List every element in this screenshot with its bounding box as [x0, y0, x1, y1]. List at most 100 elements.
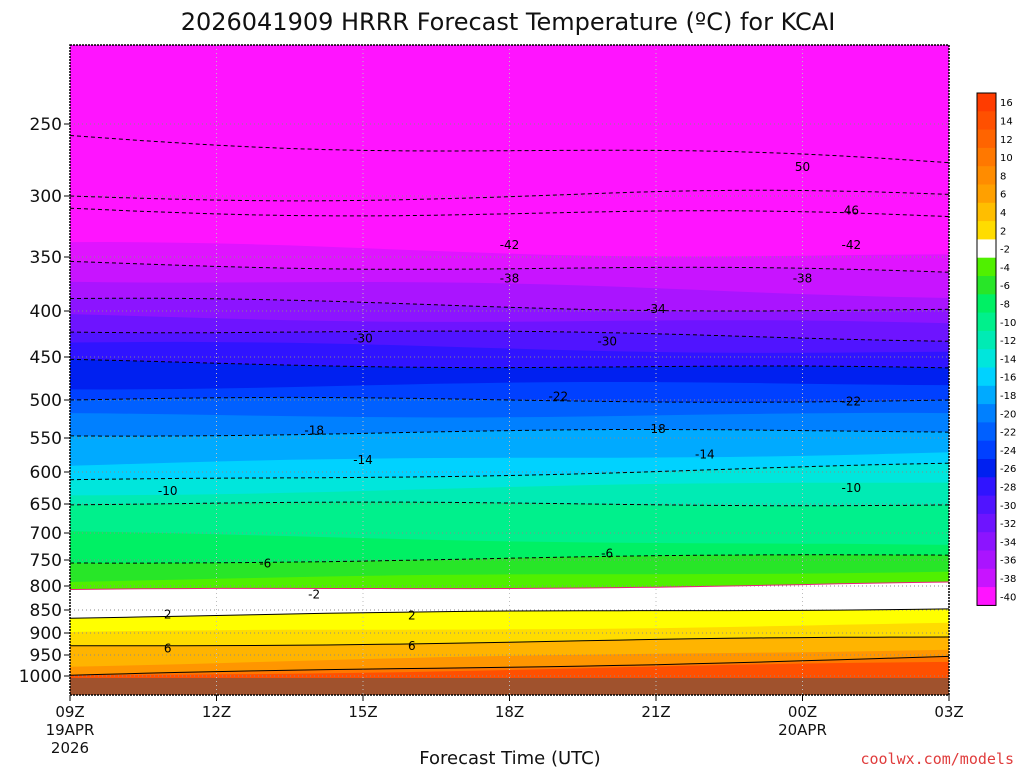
colorbar-swatch: [977, 422, 996, 442]
colorbar-tick-label: 4: [1000, 208, 1006, 219]
colorbar-tick-label: 16: [1000, 98, 1013, 109]
contour-label-text: -30: [597, 334, 617, 348]
contour-label-text: -30: [353, 332, 373, 346]
colorbar-swatch: [977, 495, 996, 515]
colorbar-swatch: [977, 294, 996, 314]
contour-label: -18: [646, 422, 666, 436]
colorbar-swatch: [977, 568, 996, 588]
y-tick-label: 500: [30, 391, 62, 411]
colorbar-swatch: [977, 147, 996, 167]
contour-label: -10: [842, 481, 862, 495]
colorbar-swatch: [977, 550, 996, 570]
contour-label-text: -2: [308, 588, 320, 602]
colorbar-tick-label: 8: [1000, 171, 1006, 182]
contour-label: -30: [353, 332, 373, 346]
contour-label-text: -10: [842, 481, 862, 495]
colorbar-tick-label: 14: [1000, 116, 1013, 127]
contour-label: 2: [408, 609, 416, 623]
y-tick-label: 600: [30, 463, 62, 483]
contour-label-text: 6: [408, 639, 416, 653]
contour-label-text: 46: [844, 204, 859, 218]
colorbar-tick-label: -26: [1000, 464, 1016, 475]
colorbar-swatch: [977, 129, 996, 149]
contour-label-text: -6: [259, 557, 271, 571]
y-tick-label: 700: [30, 524, 62, 544]
contour-label: -42: [500, 238, 520, 252]
colorbar-tick-label: -20: [1000, 409, 1016, 420]
contour-label: -34: [646, 302, 666, 316]
colorbar-swatch: [977, 166, 996, 185]
contour-label: 2: [164, 608, 172, 622]
x-tick-label: 12Z: [202, 703, 231, 721]
x-tick-label: 21Z: [641, 703, 670, 721]
x-tick-year: 2026: [51, 739, 89, 757]
contour-label-text: -42: [500, 238, 520, 252]
contour-label: -2: [308, 588, 320, 602]
y-tick-label: 1000: [19, 667, 62, 687]
x-tick-date: 20APR: [778, 721, 827, 739]
colorbar-swatch: [977, 330, 996, 350]
colorbar-tick-label: -40: [1000, 592, 1016, 603]
colorbar-tick-label: -4: [1000, 263, 1010, 274]
colorbar-swatch: [977, 312, 996, 332]
surface-strip: [70, 678, 949, 695]
contour-label: -6: [259, 557, 271, 571]
x-tick-label: 15Z: [348, 703, 377, 721]
colorbar-tick-label: -12: [1000, 336, 1016, 347]
colorbar-tick-label: -28: [1000, 482, 1016, 493]
colorbar-swatch: [977, 440, 996, 460]
contour-line: [70, 655, 949, 676]
contour-label: -22: [549, 390, 569, 404]
colorbar-swatch: [977, 93, 996, 112]
contour-label-text: -6: [601, 547, 613, 561]
colorbar-tick-label: 2: [1000, 226, 1006, 237]
colorbar-swatch: [977, 532, 996, 551]
y-tick-label: 750: [30, 551, 62, 571]
colorbar-swatch: [977, 587, 996, 606]
x-tick-label: 09Z: [55, 703, 84, 721]
contour-label-text: -14: [695, 447, 715, 461]
colorbar-swatch: [977, 477, 996, 497]
contour-label: -18: [304, 423, 324, 437]
contour-label-text: 2: [408, 609, 416, 623]
contour-label: -38: [793, 272, 813, 286]
colorbar-swatch: [977, 239, 996, 259]
colorbar-tick-label: -14: [1000, 354, 1016, 365]
colorbar-swatch: [977, 349, 996, 368]
contour-line: [70, 636, 949, 647]
contour-label-text: 6: [164, 641, 172, 655]
contour-label: -14: [353, 453, 373, 467]
contour-label-text: -38: [793, 272, 813, 286]
colorbar-swatch: [977, 202, 996, 222]
x-tick-label: 03Z: [934, 703, 963, 721]
contour-line: [70, 581, 949, 590]
contour-label-text: -22: [842, 395, 862, 409]
contour-label-text: -38: [500, 272, 520, 286]
x-axis-label: Forecast Time (UTC): [419, 748, 600, 768]
colorbar-tick-label: 6: [1000, 190, 1006, 201]
colorbar-tick-label: -16: [1000, 373, 1016, 384]
contour-label-text: -22: [549, 390, 569, 404]
colorbar-tick-label: -6: [1000, 281, 1010, 292]
colorbar-tick-label: -18: [1000, 391, 1016, 402]
colorbar-tick-label: 10: [1000, 153, 1013, 164]
y-tick-label: 550: [30, 429, 62, 449]
contour-label: 46: [844, 204, 859, 218]
contour-label: -30: [597, 334, 617, 348]
colorbar-tick-label: -22: [1000, 428, 1016, 439]
contour-label: -10: [158, 484, 178, 498]
y-tick-label: 400: [30, 302, 62, 322]
grid-lines: [70, 45, 949, 695]
contour-label-text: -14: [353, 453, 373, 467]
contour-label: -22: [842, 395, 862, 409]
contour-label: -14: [695, 447, 715, 461]
contour-label: 50: [795, 160, 810, 174]
colorbar-swatch: [977, 513, 996, 533]
chart-title: 2026041909 HRRR Forecast Temperature (ºC…: [181, 8, 836, 36]
colorbar-tick-label: 12: [1000, 135, 1013, 146]
contour-label: 6: [164, 641, 172, 655]
colorbar: 16 14 12 10 8 6 4 2 -2 -4 -6 -8 -10 -12 -14 -16 -18 -20 -2…: [976, 92, 1016, 606]
